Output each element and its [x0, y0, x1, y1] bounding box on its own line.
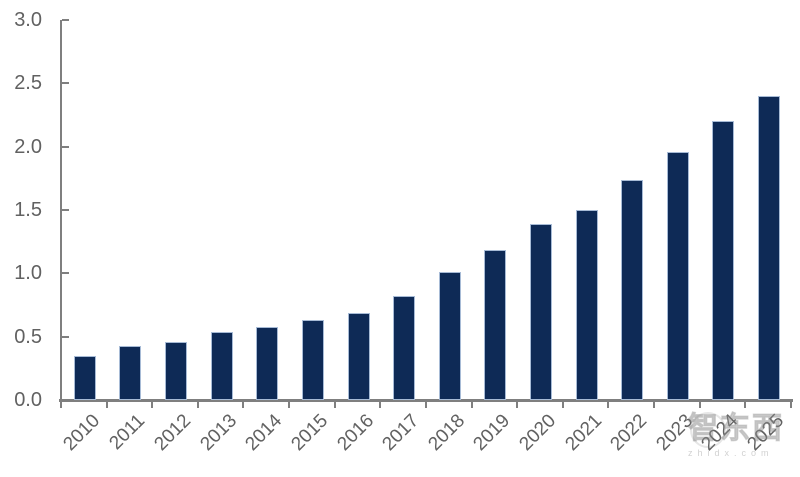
x-tick-13 — [653, 402, 656, 408]
bar-2020 — [530, 224, 552, 400]
y-axis-label-1.5: 1.5 — [14, 198, 42, 221]
bar-2015 — [301, 320, 324, 400]
bar-2018 — [438, 272, 461, 400]
bar-2017 — [393, 296, 416, 400]
x-tick-1 — [105, 402, 108, 408]
y-tick-1.5 — [62, 208, 69, 211]
y-axis-label-2.0: 2.0 — [14, 135, 42, 158]
y-tick-1.0 — [62, 272, 69, 275]
y-tick-0.5 — [62, 335, 69, 338]
x-tick-4 — [242, 402, 245, 408]
x-tick-5 — [288, 402, 291, 408]
x-tick-3 — [196, 402, 199, 408]
bar-2024 — [712, 121, 735, 400]
y-tick-3.0 — [62, 18, 69, 21]
bar-2019 — [484, 250, 507, 400]
bar-2022 — [621, 180, 644, 400]
y-tick-2.0 — [62, 145, 69, 148]
bar-2010 — [73, 356, 96, 400]
x-tick-11 — [561, 402, 564, 408]
x-tick-2 — [151, 402, 154, 408]
bar-2011 — [119, 346, 142, 400]
x-tick-8 — [424, 402, 427, 408]
x-axis-line — [59, 399, 793, 402]
bar-2025 — [758, 96, 781, 400]
x-tick-12 — [607, 402, 610, 408]
y-axis-label-1.0: 1.0 — [14, 262, 42, 285]
bar-2023 — [666, 152, 689, 400]
bar-2012 — [165, 342, 188, 400]
bar-2021 — [575, 210, 598, 400]
y-axis-label-2.5: 2.5 — [14, 72, 42, 95]
bar-2014 — [256, 327, 279, 400]
x-tick-9 — [470, 402, 473, 408]
x-tick-14 — [698, 402, 701, 408]
y-axis-label-0.5: 0.5 — [14, 325, 42, 348]
bar-2016 — [347, 313, 370, 400]
bar-2013 — [210, 332, 233, 400]
x-tick-10 — [516, 402, 519, 408]
y-axis-label-3.0: 3.0 — [14, 8, 42, 31]
x-tick-0 — [60, 402, 62, 408]
y-tick-0.0 — [62, 399, 69, 401]
x-tick-16 — [789, 402, 792, 408]
y-axis-label-0.0: 0.0 — [14, 389, 42, 411]
x-tick-7 — [379, 402, 382, 408]
x-tick-15 — [744, 402, 747, 408]
y-tick-2.5 — [62, 82, 69, 85]
y-axis-line — [60, 20, 62, 402]
x-tick-6 — [333, 402, 336, 408]
